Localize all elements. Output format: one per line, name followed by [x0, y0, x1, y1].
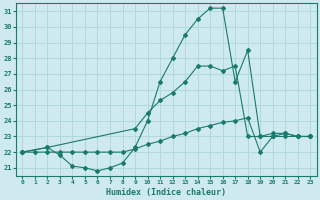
X-axis label: Humidex (Indice chaleur): Humidex (Indice chaleur) [106, 188, 226, 197]
